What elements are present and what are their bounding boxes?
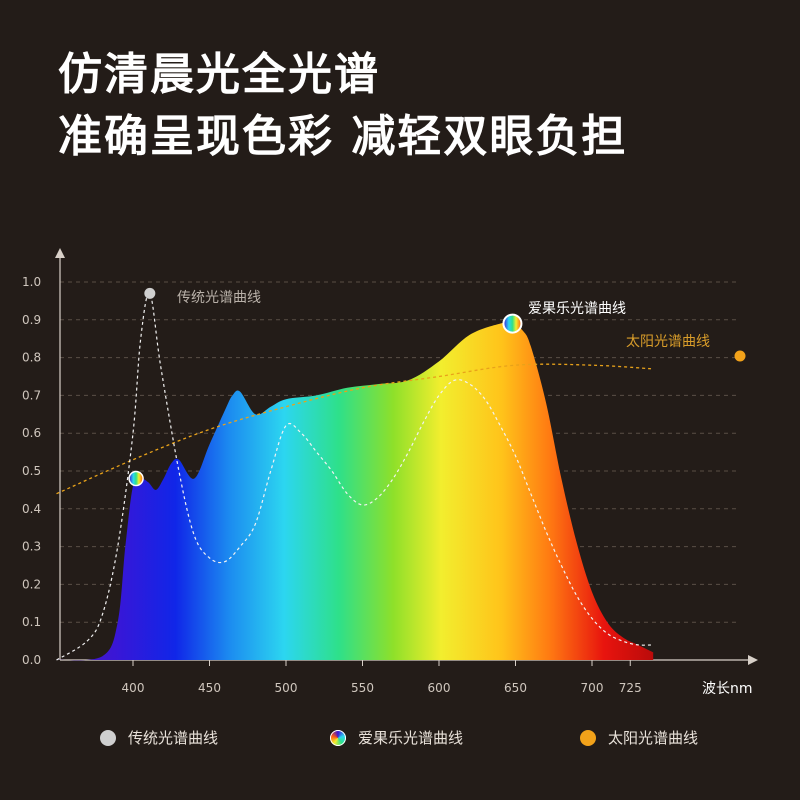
x-tick-label: 550 — [351, 681, 374, 695]
y-tick-label: 0.5 — [22, 464, 41, 478]
label-traditional: 传统光谱曲线 — [177, 290, 261, 306]
label-sun: 太阳光谱曲线 — [626, 334, 710, 350]
series-traditional-line — [56, 292, 654, 661]
x-tick-label: 450 — [198, 681, 221, 695]
x-tick-label: 700 — [581, 681, 604, 695]
label-aiguole: 爱果乐光谱曲线 — [528, 301, 626, 317]
legend-label: 太阳光谱曲线 — [608, 729, 699, 747]
y-tick-label: 0.6 — [22, 426, 41, 440]
x-tick-label: 400 — [122, 681, 145, 695]
x-axis-label: 波长nm — [702, 681, 753, 697]
legend-item-aiguole: 爱果乐光谱曲线 — [330, 727, 463, 748]
legend-label: 传统光谱曲线 — [128, 729, 219, 747]
x-tick-label: 650 — [504, 681, 527, 695]
y-tick-label: 1.0 — [22, 275, 41, 289]
orange-dot-icon — [580, 729, 596, 746]
x-tick-label: 500 — [275, 681, 298, 695]
aiguole-peak-marker — [502, 313, 523, 334]
y-tick-label: 0.8 — [22, 351, 41, 365]
rainbow-dot-icon — [330, 729, 346, 746]
y-axis-arrow-icon — [55, 248, 65, 258]
y-tick-label: 0.3 — [22, 540, 41, 554]
x-tick-label: 725 — [619, 681, 642, 695]
x-axis-arrow-icon — [748, 655, 758, 665]
y-tick-label: 0.9 — [22, 313, 41, 327]
headline-line-1: 仿清晨光全光谱 — [58, 49, 380, 100]
x-tick-label: 600 — [428, 681, 451, 695]
y-tick-label: 0.0 — [22, 653, 41, 667]
series-aiguole-area — [56, 322, 654, 661]
y-tick-label: 0.2 — [22, 577, 41, 591]
aiguole-blue-marker — [128, 470, 144, 487]
headline-line-2: 准确呈现色彩 减轻双眼负担 — [58, 111, 628, 162]
gray-dot-icon — [100, 729, 116, 746]
y-tick-label: 0.1 — [22, 615, 41, 629]
series-sun-line — [56, 363, 654, 495]
sun-end-marker — [734, 350, 746, 362]
traditional-peak-marker — [144, 287, 156, 299]
y-tick-label: 0.4 — [22, 502, 41, 516]
y-tick-label: 0.7 — [22, 388, 41, 402]
legend-item-traditional: 传统光谱曲线 — [100, 727, 218, 748]
legend-label: 爱果乐光谱曲线 — [358, 729, 464, 747]
legend-item-sun: 太阳光谱曲线 — [580, 727, 698, 748]
